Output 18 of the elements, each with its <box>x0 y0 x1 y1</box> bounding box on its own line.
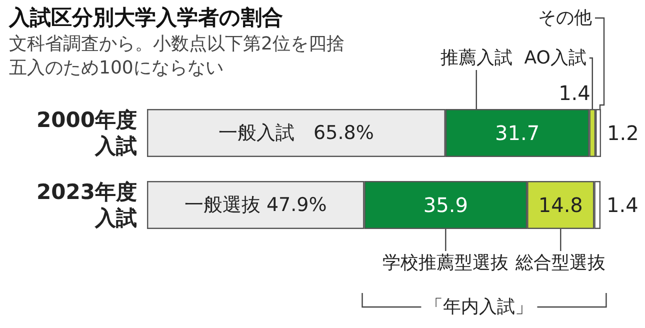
data-label: 35.9 <box>423 193 468 217</box>
data-label: 一般選抜 47.9% <box>184 194 327 216</box>
data-label: 14.8 <box>538 193 583 217</box>
text: 「年内入試」 <box>425 296 534 318</box>
y-tick-label: 2000年度入試 <box>36 108 137 158</box>
text: 学校推薦型選抜 <box>382 252 509 274</box>
data-label: 1.2 <box>607 121 639 145</box>
data-label: 1.4 <box>606 193 638 217</box>
text: 総合型選抜 <box>514 252 606 274</box>
text: 推薦入試 <box>440 48 512 68</box>
data-label: 31.7 <box>495 121 540 145</box>
data-label: 一般入試 65.8% <box>218 122 374 144</box>
chart-subtitle: 文科省調査から。小数点以下第2位を四捨五入のため100にならない <box>9 34 344 78</box>
chart-title: 入試区分別大学入学者の割合 <box>8 6 283 30</box>
text: その他 <box>538 8 592 28</box>
y-tick-label: 2023年度入試 <box>36 180 137 230</box>
data-label: 1.4 <box>558 81 590 105</box>
text: AO入試 <box>524 48 586 68</box>
